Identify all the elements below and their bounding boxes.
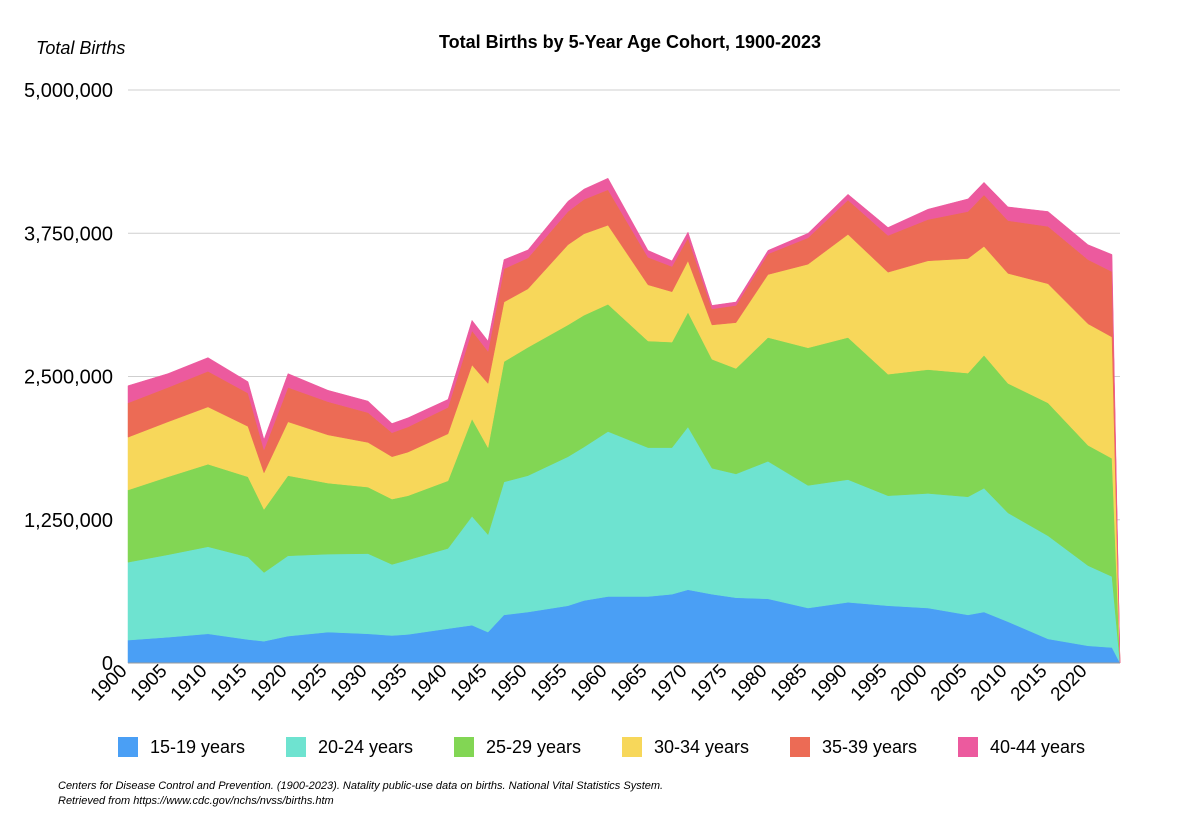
legend-swatch bbox=[286, 737, 306, 757]
x-tick-label: 1925 bbox=[287, 661, 332, 706]
legend-label: 35-39 years bbox=[822, 736, 918, 757]
x-tick-label: 1990 bbox=[807, 661, 852, 706]
legend-swatch bbox=[454, 737, 474, 757]
x-tick-label: 1935 bbox=[367, 661, 412, 706]
x-tick-label: 1900 bbox=[87, 661, 132, 706]
source-note-line2: Retrieved from https://www.cdc.gov/nchs/… bbox=[58, 795, 334, 807]
y-tick-label: 5,000,000 bbox=[24, 80, 113, 102]
x-tick-label: 2000 bbox=[887, 661, 932, 706]
legend-item: 35-39 years bbox=[790, 734, 917, 760]
y-axis-label: Total Births bbox=[36, 38, 126, 58]
y-tick-label: 2,500,000 bbox=[24, 367, 113, 389]
x-tick-label: 1960 bbox=[567, 661, 612, 706]
legend: 15-19 years 20-24 years 25-29 years 30-34 y… bbox=[118, 734, 1118, 760]
legend-item: 40-44 years bbox=[958, 734, 1085, 760]
legend-label: 20-24 years bbox=[318, 736, 414, 757]
x-tick-label: 1950 bbox=[487, 661, 532, 706]
x-tick-label: 1940 bbox=[407, 661, 452, 706]
legend-item: 25-29 years bbox=[454, 734, 581, 760]
x-tick-label: 2005 bbox=[927, 661, 972, 706]
x-tick-label: 2020 bbox=[1047, 661, 1092, 706]
legend-item: 30-34 years bbox=[622, 734, 749, 760]
x-tick-label: 1915 bbox=[207, 661, 252, 706]
legend-swatch bbox=[958, 737, 978, 757]
area-series-40-44-years bbox=[127, 177, 1121, 664]
legend-label: 15-19 years bbox=[150, 736, 246, 757]
x-tick-label: 1970 bbox=[647, 661, 692, 706]
chart-plot: 0 1,250,000 2,500,000 3,750,000 5,000,000 190… bbox=[24, 80, 1121, 706]
x-tick-label: 1920 bbox=[247, 661, 292, 706]
legend-swatch bbox=[622, 737, 642, 757]
x-tick-label: 1905 bbox=[127, 661, 172, 706]
y-tick-label: 3,750,000 bbox=[24, 223, 113, 245]
x-tick-label: 1965 bbox=[607, 661, 652, 706]
x-tick-label: 1975 bbox=[687, 661, 732, 706]
x-tick-label: 1995 bbox=[847, 661, 892, 706]
area-layer bbox=[127, 177, 1121, 664]
x-tick-label: 1985 bbox=[767, 661, 812, 706]
source-note: Centers for Disease Control and Preventi… bbox=[58, 779, 663, 809]
legend-label: 25-29 years bbox=[486, 736, 582, 757]
legend-label: 40-44 years bbox=[990, 736, 1086, 757]
y-tick-label: 1,250,000 bbox=[24, 510, 113, 532]
x-tick-label: 1910 bbox=[167, 661, 212, 706]
legend-swatch bbox=[790, 737, 810, 757]
x-tick-label: 2010 bbox=[967, 661, 1012, 706]
x-tick-label: 2015 bbox=[1007, 661, 1052, 706]
legend-item: 20-24 years bbox=[286, 734, 413, 760]
legend-label: 30-34 years bbox=[654, 736, 750, 757]
x-tick-label: 1955 bbox=[527, 661, 572, 706]
legend-swatch bbox=[118, 737, 138, 757]
x-tick-label: 1945 bbox=[447, 661, 492, 706]
source-note-line1: Centers for Disease Control and Preventi… bbox=[58, 780, 664, 792]
x-tick-label: 1930 bbox=[327, 661, 372, 706]
legend-item: 15-19 years bbox=[118, 734, 245, 760]
y-tick-label: 0 bbox=[102, 653, 113, 675]
x-tick-label: 1980 bbox=[727, 661, 772, 706]
chart-title: Total Births by 5-Year Age Cohort, 1900-… bbox=[438, 32, 822, 52]
